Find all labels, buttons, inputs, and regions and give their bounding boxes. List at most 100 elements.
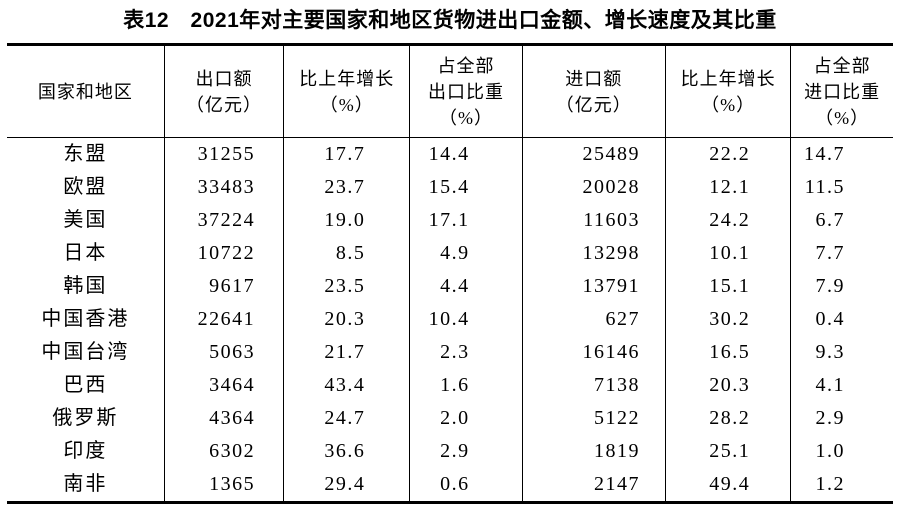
value-cell: 627: [521, 303, 666, 336]
value-cell: 5122: [521, 402, 666, 435]
value-cell: 14.4: [409, 137, 523, 171]
value-cell: 15.1: [664, 270, 791, 303]
col-header-import-share: 占全部 进口比重 （%）: [790, 44, 893, 138]
value-cell: 23.5: [283, 270, 410, 303]
value-cell: 21.7: [283, 336, 410, 369]
value-cell: 3464: [163, 369, 284, 402]
value-cell: 6.7: [790, 204, 893, 237]
value-cell: 0.6: [409, 468, 523, 503]
country-region-cell: 韩国: [63, 275, 108, 297]
table-body: 东盟 31255 17.7 14.4 25489 22.2 14.7 欧盟 33483 23.7 1…: [7, 137, 893, 503]
value-cell: 1.6: [409, 369, 523, 402]
value-cell: 20.3: [283, 303, 410, 336]
table-header: 国家和地区 出口额 （亿元） 比上年增长 （%） 占全部 出口比重 （%） 进口…: [7, 44, 893, 138]
value-cell: 0.4: [790, 303, 893, 336]
value-cell: 9617: [163, 270, 284, 303]
value-cell: 11.5: [790, 171, 893, 204]
value-cell: 16.5: [664, 336, 791, 369]
import-export-table: 国家和地区 出口额 （亿元） 比上年增长 （%） 占全部 出口比重 （%） 进口…: [7, 43, 893, 504]
value-cell: 13791: [521, 270, 666, 303]
value-cell: 17.7: [283, 137, 410, 171]
table-row: 美国 37224 19.0 17.1 11603 24.2 6.7: [7, 204, 893, 237]
value-cell: 17.1: [409, 204, 523, 237]
value-cell: 1.0: [790, 435, 893, 468]
value-cell: 2.9: [409, 435, 523, 468]
table-row: 欧盟 33483 23.7 15.4 20028 12.1 11.5: [7, 171, 893, 204]
value-cell: 15.4: [409, 171, 523, 204]
table-row: 东盟 31255 17.7 14.4 25489 22.2 14.7: [7, 137, 893, 171]
value-cell: 22641: [163, 303, 284, 336]
value-cell: 4364: [163, 402, 284, 435]
country-region-cell: 美国: [63, 209, 108, 231]
value-cell: 22.2: [664, 137, 791, 171]
table-row: 印度 6302 36.6 2.9 1819 25.1 1.0: [7, 435, 893, 468]
value-cell: 7.7: [790, 237, 893, 270]
value-cell: 1365: [163, 468, 284, 503]
country-region-cell: 俄罗斯: [52, 407, 119, 429]
table-row: 巴西 3464 43.4 1.6 7138 20.3 4.1: [7, 369, 893, 402]
col-header-import-amount: 进口额 （亿元）: [521, 44, 666, 138]
value-cell: 7138: [521, 369, 666, 402]
value-cell: 4.9: [409, 237, 523, 270]
value-cell: 28.2: [664, 402, 791, 435]
value-cell: 13298: [521, 237, 666, 270]
table-row: 中国香港 22641 20.3 10.4 627 30.2 0.4: [7, 303, 893, 336]
country-region-cell: 中国台湾: [41, 341, 130, 363]
country-region-cell: 东盟: [63, 143, 108, 165]
col-header-country-region: 国家和地区: [7, 44, 165, 138]
value-cell: 19.0: [283, 204, 410, 237]
value-cell: 37224: [163, 204, 284, 237]
value-cell: 6302: [163, 435, 284, 468]
value-cell: 16146: [521, 336, 666, 369]
col-header-export-growth: 比上年增长 （%）: [283, 44, 410, 138]
value-cell: 4.1: [790, 369, 893, 402]
value-cell: 43.4: [283, 369, 410, 402]
value-cell: 23.7: [283, 171, 410, 204]
value-cell: 24.2: [664, 204, 791, 237]
value-cell: 10722: [163, 237, 284, 270]
value-cell: 20.3: [664, 369, 791, 402]
country-region-cell: 欧盟: [63, 176, 108, 198]
table-title: 表12 2021年对主要国家和地区货物进出口金额、增长速度及其比重: [123, 9, 777, 32]
value-cell: 9.3: [790, 336, 893, 369]
col-header-import-growth: 比上年增长 （%）: [664, 44, 791, 138]
value-cell: 4.4: [409, 270, 523, 303]
value-cell: 7.9: [790, 270, 893, 303]
value-cell: 2.0: [409, 402, 523, 435]
table-row: 俄罗斯 4364 24.7 2.0 5122 28.2 2.9: [7, 402, 893, 435]
value-cell: 36.6: [283, 435, 410, 468]
value-cell: 25.1: [664, 435, 791, 468]
table-row: 中国台湾 5063 21.7 2.3 16146 16.5 9.3: [7, 336, 893, 369]
col-header-export-share: 占全部 出口比重 （%）: [409, 44, 523, 138]
col-header-export-amount: 出口额 （亿元）: [163, 44, 284, 138]
value-cell: 20028: [521, 171, 666, 204]
value-cell: 5063: [163, 336, 284, 369]
value-cell: 49.4: [664, 468, 791, 503]
value-cell: 30.2: [664, 303, 791, 336]
value-cell: 14.7: [790, 137, 893, 171]
value-cell: 11603: [521, 204, 666, 237]
value-cell: 1.2: [790, 468, 893, 503]
value-cell: 24.7: [283, 402, 410, 435]
value-cell: 1819: [521, 435, 666, 468]
country-region-cell: 巴西: [63, 374, 108, 396]
value-cell: 33483: [163, 171, 284, 204]
value-cell: 8.5: [283, 237, 410, 270]
value-cell: 29.4: [283, 468, 410, 503]
value-cell: 25489: [521, 137, 666, 171]
country-region-cell: 南非: [63, 473, 108, 495]
country-region-cell: 日本: [63, 242, 108, 264]
value-cell: 2.3: [409, 336, 523, 369]
value-cell: 10.1: [664, 237, 791, 270]
country-region-cell: 印度: [63, 440, 108, 462]
header-row: 国家和地区 出口额 （亿元） 比上年增长 （%） 占全部 出口比重 （%） 进口…: [7, 44, 893, 138]
table-row: 南非 1365 29.4 0.6 2147 49.4 1.2: [7, 468, 893, 503]
value-cell: 2.9: [790, 402, 893, 435]
value-cell: 10.4: [409, 303, 523, 336]
table-row: 日本 10722 8.5 4.9 13298 10.1 7.7: [7, 237, 893, 270]
country-region-cell: 中国香港: [41, 308, 130, 330]
value-cell: 12.1: [664, 171, 791, 204]
value-cell: 31255: [163, 137, 284, 171]
table-row: 韩国 9617 23.5 4.4 13791 15.1 7.9: [7, 270, 893, 303]
